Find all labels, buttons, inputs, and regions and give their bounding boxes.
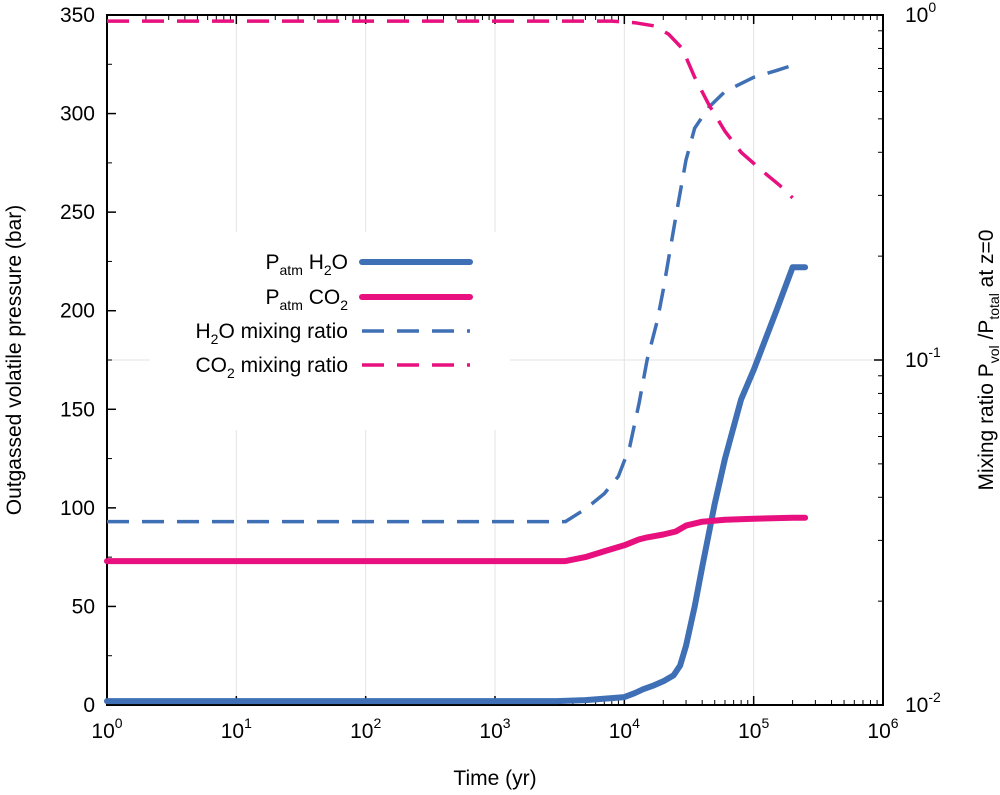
y-right-title-suffix: at z=0 — [975, 230, 998, 294]
y-right-title-mid: /P — [975, 320, 998, 346]
x-tick-label: 102 — [350, 715, 381, 743]
y-right-title-sub1: vol — [986, 345, 1000, 363]
y-left-tick-label: 150 — [60, 398, 95, 421]
y-left-axis-title: Outgassed volatile pressure (bar) — [3, 205, 26, 515]
x-tick-label: 105 — [738, 715, 769, 743]
x-tick-label: 100 — [91, 715, 122, 743]
y-right-tick-label: 10-2 — [905, 689, 941, 717]
y-left-tick-label: 0 — [83, 694, 95, 717]
legend-label-0: Patm H2O — [266, 251, 349, 278]
y-left-tick-label: 300 — [60, 103, 95, 126]
x-tick-label: 106 — [867, 715, 898, 743]
y-left-tick-label: 350 — [60, 4, 95, 27]
x-axis-title: Time (yr) — [453, 767, 536, 790]
legend-label-1: Patm CO2 — [266, 286, 349, 313]
ticks: 100 101 102 103 104 105 106 0 50 100 150 200 250 300 3… — [60, 0, 941, 743]
y-right-title-sub2: total — [986, 293, 1000, 319]
legend-label-2: H2O mixing ratio — [195, 320, 348, 347]
x-tick-label: 104 — [609, 715, 640, 743]
series-line-2 — [107, 63, 794, 524]
y-left-tick-label: 50 — [72, 595, 95, 618]
y-left-tick-label: 100 — [60, 497, 95, 520]
y-right-tick-label: 10-1 — [905, 344, 941, 372]
y-right-title-prefix: Mixing ratio P — [975, 363, 998, 490]
series-line-0 — [104, 264, 809, 705]
y-left-tick-label: 200 — [60, 300, 95, 323]
series-line-3 — [107, 19, 794, 200]
series-line-1 — [104, 514, 809, 565]
series — [104, 19, 809, 705]
y-right-axis-title: Mixing ratio Pvol /Ptotal at z=0 — [975, 230, 1000, 491]
x-tick-label: 101 — [221, 715, 252, 743]
legend: Patm H2O Patm CO2 H2O mixing ratio CO2 mixi… — [150, 232, 510, 430]
y-right-tick-label: 100 — [905, 0, 936, 27]
y-left-tick-label: 250 — [60, 201, 95, 224]
legend-label-3: CO2 mixing ratio — [196, 354, 349, 381]
x-tick-label: 103 — [479, 715, 510, 743]
